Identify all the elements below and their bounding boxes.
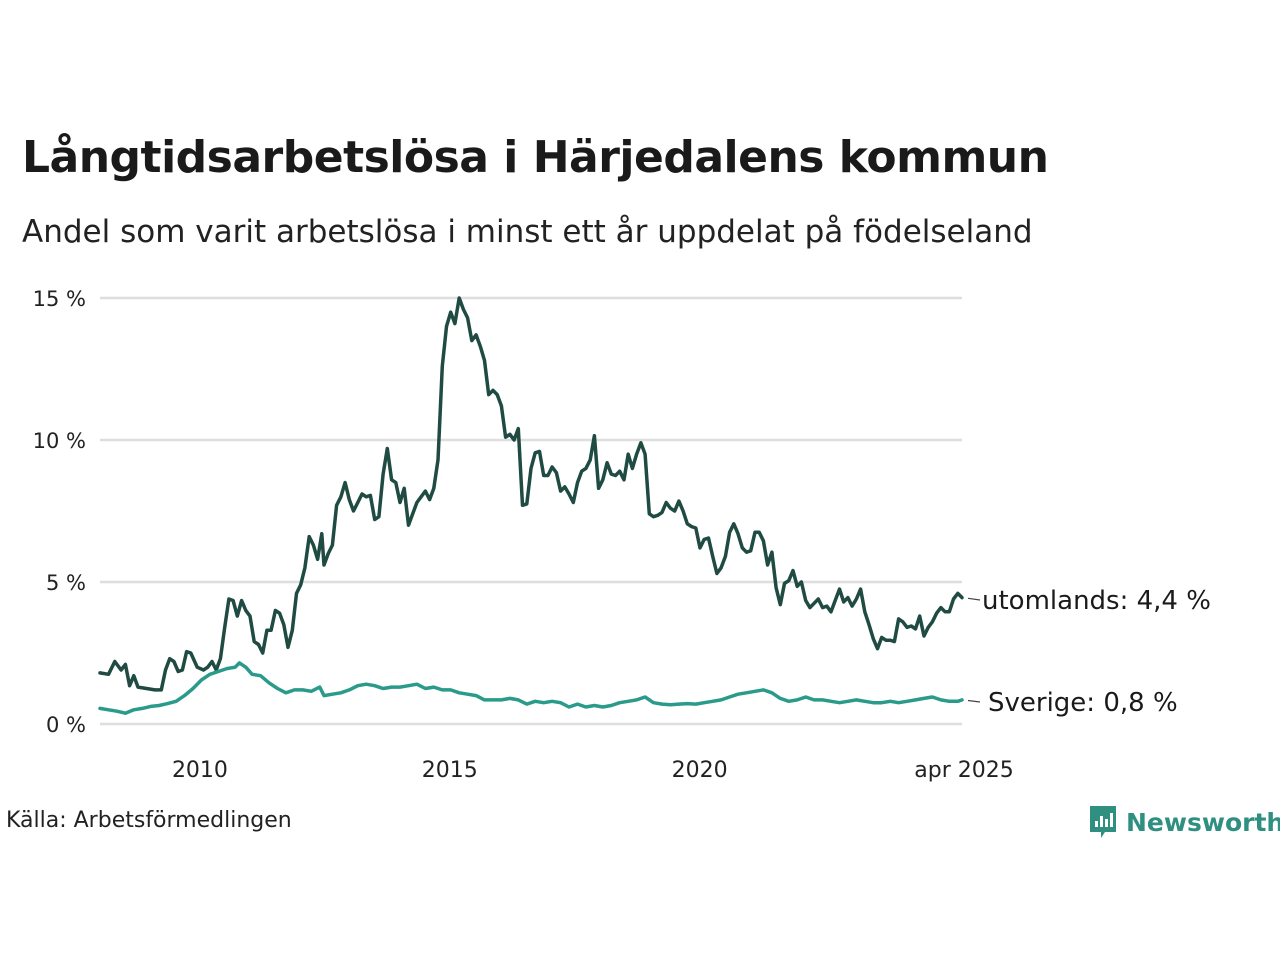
x-tick-label: apr 2025 (914, 758, 1013, 783)
series-lines (98, 296, 964, 715)
series-end-labels: utomlands: 4,4 % Sverige: 0,8 % (967, 586, 1211, 718)
brand-name: Newsworthy (1126, 807, 1280, 837)
y-tick-label: 10 % (33, 429, 86, 453)
series-line-sverige (98, 661, 964, 715)
chart-subtitle: Andel som varit arbetslösa i minst ett å… (22, 214, 1033, 250)
y-tick-label: 0 % (46, 713, 86, 737)
series-line-utomlands (98, 296, 964, 692)
label-connector (967, 699, 981, 703)
y-tick-label: 15 % (33, 287, 86, 311)
x-tick-label: 2010 (172, 758, 228, 783)
label-connector (967, 597, 981, 601)
series-end-label: utomlands: 4,4 % (982, 586, 1211, 616)
x-tick-label: 2020 (672, 758, 728, 783)
chart-title: Långtidsarbetslösa i Härjedalens kommun (22, 132, 1049, 183)
grid-lines (100, 296, 962, 726)
y-axis: 0 % 5 % 10 % 15 % (33, 287, 86, 737)
source-credit: Källa: Arbetsförmedlingen (6, 808, 292, 833)
brand-logo: Newsworthy (1088, 804, 1280, 840)
x-tick-label: 2015 (422, 758, 478, 783)
y-tick-label: 5 % (46, 571, 86, 595)
x-axis: 2010 2015 2020 apr 2025 (172, 758, 1014, 783)
series-end-label: Sverige: 0,8 % (988, 688, 1178, 718)
newsworthy-logo-icon (1090, 806, 1116, 838)
